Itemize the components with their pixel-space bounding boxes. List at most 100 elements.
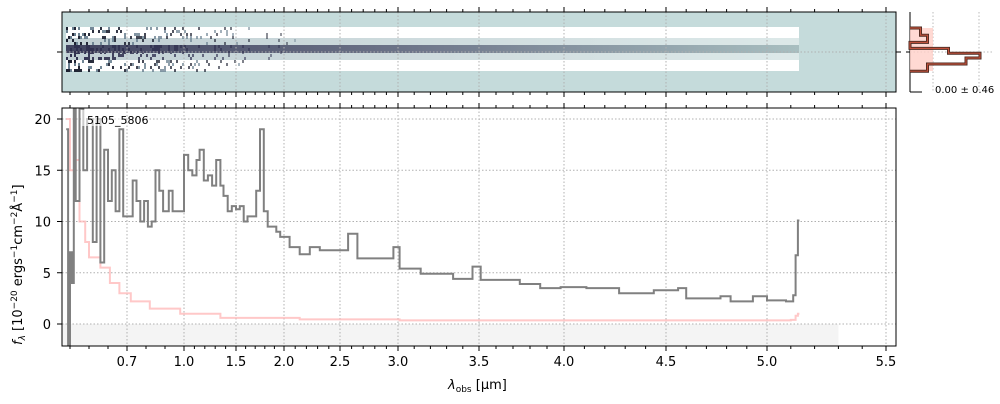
2d-noise-pixel	[126, 69, 128, 72]
2d-noise-pixel	[170, 33, 172, 36]
2d-noise-pixel	[186, 48, 188, 51]
2d-noise-pixel	[70, 69, 72, 72]
2d-noise-pixel	[192, 66, 194, 69]
2d-noise-pixel	[112, 39, 114, 42]
2d-noise-pixel	[114, 45, 116, 48]
2d-noise-pixel	[136, 45, 138, 48]
2d-noise-pixel	[118, 45, 120, 48]
2d-noise-pixel	[112, 45, 114, 48]
2d-noise-pixel	[184, 30, 186, 33]
2d-noise-pixel	[114, 36, 116, 39]
2d-noise-pixel	[88, 33, 90, 36]
2d-noise-pixel	[72, 27, 74, 30]
2d-noise-pixel	[180, 33, 182, 36]
x-tick-label: 3.5	[469, 355, 490, 370]
2d-noise-pixel	[174, 69, 176, 72]
2d-noise-pixel	[82, 60, 84, 63]
ylabel-ergs: ergs	[11, 258, 26, 290]
2d-noise-pixel	[88, 45, 90, 48]
y-tick-label: 10	[34, 216, 51, 231]
2d-noise-pixel	[132, 63, 134, 66]
2d-noise-pixel	[198, 45, 200, 48]
2d-noise-pixel	[104, 39, 106, 42]
ylabel-exp1: −20	[10, 290, 20, 309]
2d-noise-pixel	[182, 36, 184, 39]
2d-noise-pixel	[192, 54, 194, 57]
2d-noise-pixel	[236, 42, 238, 45]
2d-noise-pixel	[84, 33, 86, 36]
2d-noise-pixel	[78, 27, 80, 30]
2d-noise-pixel	[176, 48, 178, 51]
2d-noise-pixel	[154, 45, 156, 48]
2d-noise-pixel	[146, 27, 148, 30]
ylabel-close: ]	[11, 184, 26, 189]
2d-noise-pixel	[124, 63, 126, 66]
2d-noise-pixel	[196, 36, 198, 39]
2d-noise-pixel	[144, 66, 146, 69]
2d-noise-pixel	[160, 36, 162, 39]
2d-noise-pixel	[88, 57, 90, 60]
2d-noise-pixel	[168, 63, 170, 66]
2d-noise-pixel	[158, 60, 160, 63]
2d-noise-pixel	[144, 33, 146, 36]
2d-noise-pixel	[174, 54, 176, 57]
2d-noise-pixel	[166, 60, 168, 63]
2d-noise-pixel	[286, 42, 288, 45]
2d-noise-pixel	[188, 66, 190, 69]
2d-noise-pixel	[128, 42, 130, 45]
2d-noise-pixel	[234, 60, 236, 63]
2d-noise-pixel	[162, 57, 164, 60]
y-axis-label: fλ [10−20 ergs−1cm−2Å−1]	[10, 184, 28, 345]
2d-noise-pixel	[86, 48, 88, 51]
main-ticks	[57, 103, 887, 351]
y-tick-label: 15	[34, 164, 51, 179]
2d-noise-pixel	[70, 36, 72, 39]
2d-noise-pixel	[78, 51, 80, 54]
2d-noise-pixel	[214, 45, 216, 48]
2d-noise-pixel	[68, 60, 70, 63]
2d-noise-pixel	[112, 54, 114, 57]
2d-noise-pixel	[78, 69, 80, 72]
2d-noise-pixel	[90, 48, 92, 51]
2d-noise-pixel	[104, 36, 106, 39]
ylabel-exp2: −1	[10, 245, 20, 258]
2d-noise-pixel	[140, 48, 142, 51]
2d-noise-pixel	[124, 69, 126, 72]
2d-noise-pixel	[136, 39, 138, 42]
2d-noise-pixel	[222, 57, 224, 60]
2d-noise-pixel	[128, 66, 130, 69]
2d-noise-pixel	[66, 69, 68, 72]
2d-noise-pixel	[92, 57, 94, 60]
2d-noise-pixel	[176, 60, 178, 63]
2d-noise-pixel	[66, 27, 68, 30]
2d-noise-pixel	[206, 60, 208, 63]
2d-noise-pixel	[278, 39, 280, 42]
main-grid	[62, 108, 896, 346]
2d-noise-pixel	[226, 33, 228, 36]
2d-noise-pixel	[190, 63, 192, 66]
2d-noise-pixel	[104, 57, 106, 60]
2d-noise-pixel	[176, 45, 178, 48]
x-tick-label: 1.5	[226, 355, 247, 370]
2d-noise-pixel	[142, 69, 144, 72]
2d-noise-pixel	[196, 69, 198, 72]
2d-noise-pixel	[130, 51, 132, 54]
2d-noise-pixel	[108, 48, 110, 51]
2d-noise-pixel	[158, 66, 160, 69]
2d-noise-pixel	[138, 57, 140, 60]
2d-noise-pixel	[242, 60, 244, 63]
2d-noise-pixel	[72, 33, 74, 36]
2d-noise-pixel	[166, 36, 168, 39]
2d-noise-pixel	[150, 45, 152, 48]
2d-noise-pixel	[248, 39, 250, 42]
2d-noise-pixel	[244, 57, 246, 60]
2d-noise-pixel	[168, 60, 170, 63]
2d-noise-pixel	[92, 30, 94, 33]
2d-noise-pixel	[226, 30, 228, 33]
2d-noise-pixel	[184, 45, 186, 48]
2d-noise-pixel	[172, 30, 174, 33]
ylabel-exp3: −2	[10, 212, 20, 225]
2d-noise-pixel	[164, 27, 166, 30]
2d-noise-pixel	[152, 69, 154, 72]
2d-noise-pixel	[76, 42, 78, 45]
